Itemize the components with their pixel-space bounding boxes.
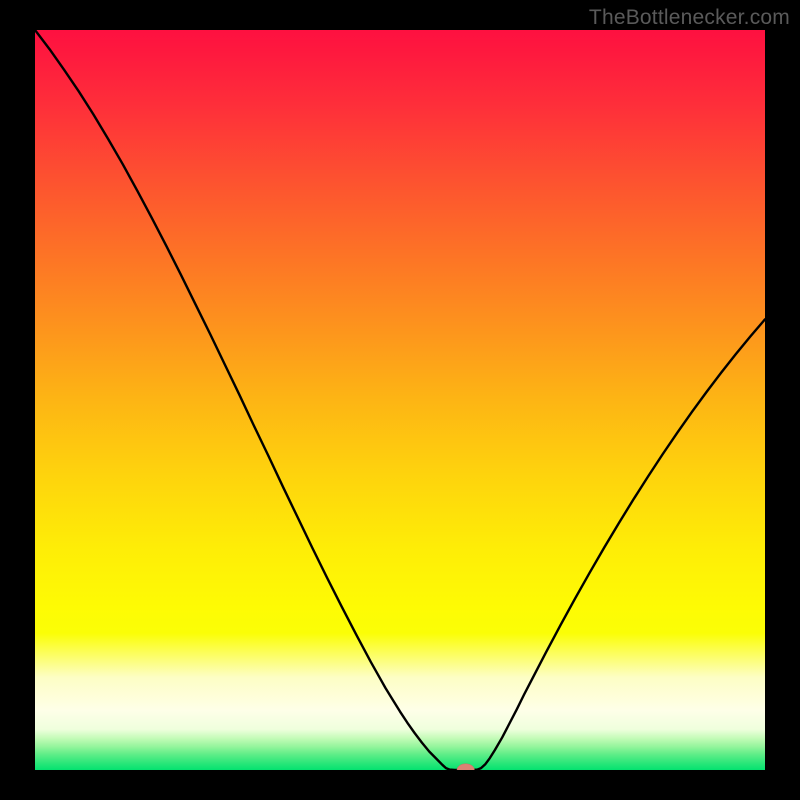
plot-area bbox=[35, 30, 765, 770]
watermark-text: TheBottlenecker.com bbox=[589, 6, 790, 30]
chart-svg bbox=[35, 30, 765, 770]
chart-container: TheBottlenecker.com bbox=[0, 0, 800, 800]
chart-background bbox=[35, 30, 765, 770]
